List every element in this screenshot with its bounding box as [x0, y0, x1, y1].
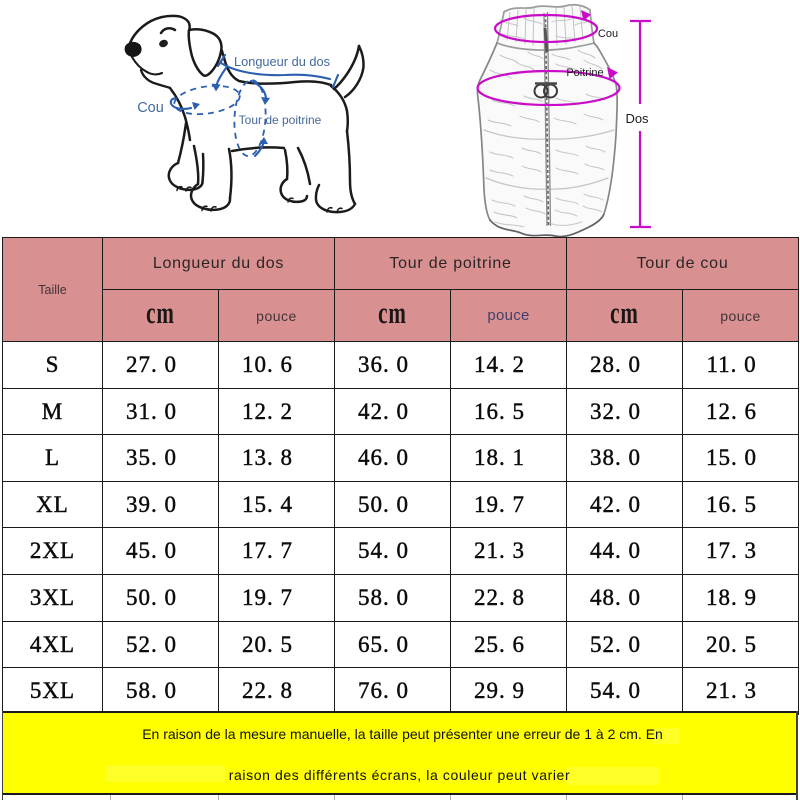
svg-text:Longueur du dos: Longueur du dos — [234, 54, 330, 69]
svg-text:Tour de poitrine: Tour de poitrine — [239, 113, 322, 127]
svg-text:Cou: Cou — [598, 28, 618, 40]
svg-text:Cou: Cou — [137, 100, 164, 116]
svg-text:Poitrine: Poitrine — [566, 67, 603, 79]
svg-text:Dos: Dos — [625, 111, 649, 126]
